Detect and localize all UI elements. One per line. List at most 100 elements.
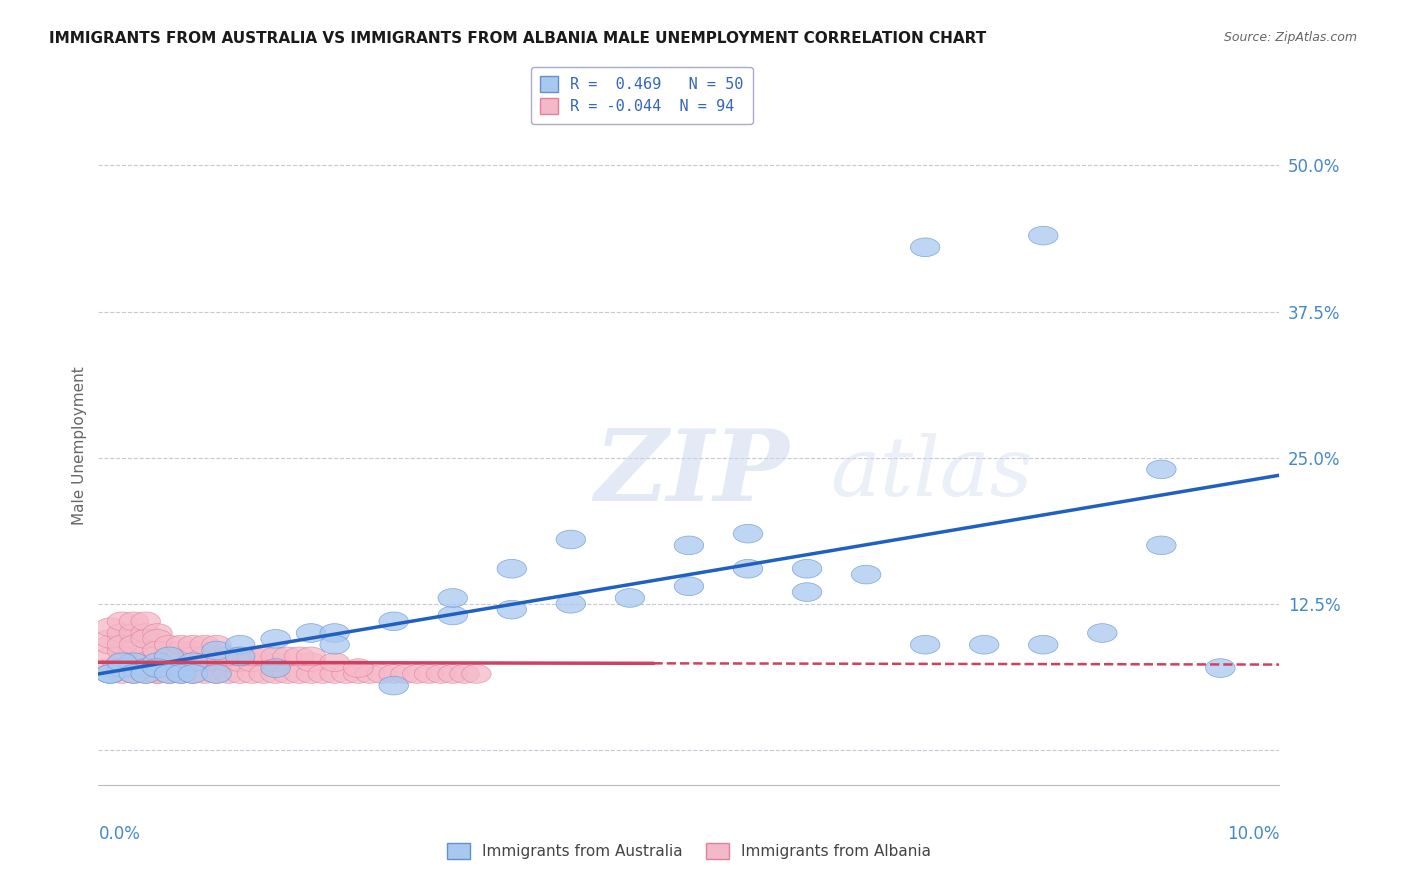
Ellipse shape [911,635,941,654]
Ellipse shape [120,665,149,683]
Ellipse shape [297,647,326,665]
Ellipse shape [225,635,254,654]
Ellipse shape [202,665,232,683]
Ellipse shape [262,630,291,648]
Text: Source: ZipAtlas.com: Source: ZipAtlas.com [1223,31,1357,45]
Ellipse shape [131,624,160,642]
Ellipse shape [911,238,941,257]
Ellipse shape [439,607,467,624]
Ellipse shape [107,630,136,648]
Ellipse shape [284,647,314,665]
Ellipse shape [96,665,125,683]
Text: 10.0%: 10.0% [1227,825,1279,843]
Ellipse shape [179,653,208,672]
Ellipse shape [155,647,184,665]
Ellipse shape [616,589,645,607]
Ellipse shape [131,665,160,683]
Ellipse shape [190,635,219,654]
Text: 0.0%: 0.0% [98,825,141,843]
Text: ZIP: ZIP [595,425,789,521]
Ellipse shape [450,665,479,683]
Ellipse shape [380,676,409,695]
Ellipse shape [179,665,208,683]
Ellipse shape [96,635,125,654]
Ellipse shape [143,665,173,683]
Ellipse shape [852,566,882,584]
Ellipse shape [166,665,195,683]
Ellipse shape [238,647,267,665]
Ellipse shape [120,653,149,672]
Ellipse shape [262,647,291,665]
Ellipse shape [120,653,149,672]
Ellipse shape [96,618,125,637]
Ellipse shape [321,665,350,683]
Ellipse shape [155,665,184,683]
Ellipse shape [343,665,373,683]
Ellipse shape [96,630,125,648]
Ellipse shape [107,612,136,631]
Ellipse shape [179,665,208,683]
Ellipse shape [675,536,704,555]
Ellipse shape [143,658,173,677]
Ellipse shape [120,630,149,648]
Ellipse shape [120,624,149,642]
Ellipse shape [380,665,409,683]
Ellipse shape [498,559,527,578]
Ellipse shape [107,658,136,677]
Ellipse shape [166,647,195,665]
Ellipse shape [225,647,254,665]
Ellipse shape [321,635,350,654]
Ellipse shape [179,653,208,672]
Ellipse shape [202,653,232,672]
Ellipse shape [179,635,208,654]
Ellipse shape [439,665,467,683]
Text: atlas: atlas [831,434,1033,513]
Ellipse shape [107,635,136,654]
Ellipse shape [249,665,278,683]
Ellipse shape [225,665,254,683]
Ellipse shape [439,589,467,607]
Ellipse shape [143,630,173,648]
Ellipse shape [426,665,456,683]
Ellipse shape [238,653,267,672]
Ellipse shape [202,647,232,665]
Ellipse shape [1147,536,1177,555]
Ellipse shape [356,665,385,683]
Ellipse shape [107,624,136,642]
Ellipse shape [166,635,195,654]
Ellipse shape [284,665,314,683]
Ellipse shape [380,612,409,631]
Ellipse shape [120,641,149,660]
Ellipse shape [96,658,125,677]
Ellipse shape [415,665,444,683]
Ellipse shape [131,612,160,631]
Ellipse shape [1206,658,1236,677]
Ellipse shape [202,641,232,660]
Ellipse shape [214,653,243,672]
Ellipse shape [179,647,208,665]
Ellipse shape [1029,635,1059,654]
Ellipse shape [1029,227,1059,245]
Y-axis label: Male Unemployment: Male Unemployment [72,367,87,525]
Ellipse shape [131,658,160,677]
Ellipse shape [793,582,823,601]
Ellipse shape [131,630,160,648]
Ellipse shape [308,665,337,683]
Ellipse shape [120,658,149,677]
Ellipse shape [107,665,136,683]
Ellipse shape [391,665,420,683]
Ellipse shape [461,665,491,683]
Legend: Immigrants from Australia, Immigrants from Albania: Immigrants from Australia, Immigrants fr… [441,838,936,865]
Ellipse shape [155,665,184,683]
Ellipse shape [143,624,173,642]
Ellipse shape [321,653,350,672]
Ellipse shape [190,653,219,672]
Ellipse shape [202,665,232,683]
Ellipse shape [143,641,173,660]
Ellipse shape [166,653,195,672]
Ellipse shape [143,653,173,672]
Ellipse shape [734,559,763,578]
Ellipse shape [249,647,278,665]
Ellipse shape [155,641,184,660]
Ellipse shape [143,665,173,683]
